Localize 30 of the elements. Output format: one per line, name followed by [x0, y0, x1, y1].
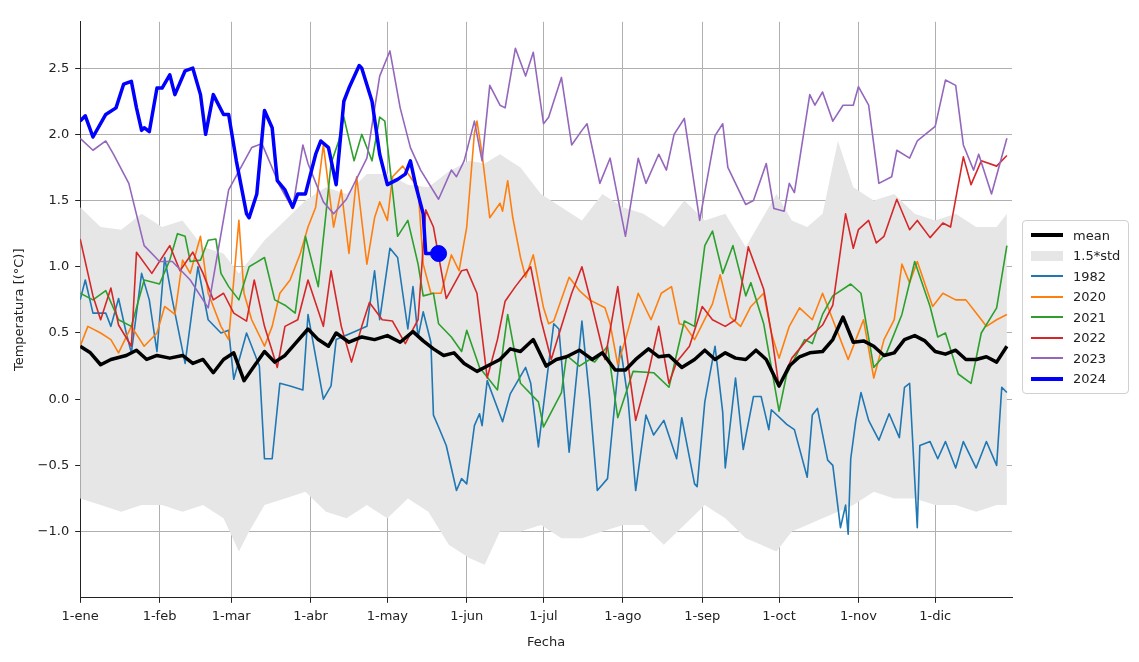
legend-label: 2020 [1073, 289, 1107, 305]
y-tick-label: 0.0 [48, 390, 70, 406]
x-tick-label: 1-ene [61, 607, 99, 623]
legend-label: 2021 [1073, 309, 1107, 325]
y-tick-label: 1.5 [48, 191, 70, 207]
x-tick-label: 1-ago [604, 607, 642, 623]
y-tick-label: 2.5 [48, 59, 70, 75]
y-tick-label: 1.0 [48, 258, 70, 274]
y-tick-label: −1.0 [37, 522, 70, 538]
x-tick-label: 1-mar [211, 607, 252, 623]
x-tick-label: 1-sep [684, 607, 721, 623]
x-tick-label: 1-nov [839, 607, 878, 623]
x-tick-label: 1-dic [919, 607, 952, 623]
y-tick-label: 0.5 [48, 324, 70, 340]
legend-label: 1982 [1073, 268, 1107, 284]
x-tick-label: 1-abr [293, 607, 329, 623]
legend-label: 2023 [1073, 350, 1107, 366]
x-axis-title: Fecha [527, 633, 566, 649]
x-tick-label: 1-may [366, 607, 409, 623]
legend-label: mean [1073, 227, 1110, 243]
legend-label: 1.5*std [1073, 248, 1121, 264]
y-tick-label: 2.0 [48, 125, 70, 141]
legend-label: 2024 [1073, 371, 1107, 387]
x-tick-label: 1-feb [142, 607, 177, 623]
x-tick-label: 1-oct [762, 607, 796, 623]
x-tick-label: 1-jul [529, 607, 558, 623]
legend-label: 2022 [1073, 330, 1107, 346]
x-tick-label: 1-jun [450, 607, 484, 623]
y-axis-title: Temperatura [(°C)] [11, 248, 27, 373]
y-tick-label: −0.5 [37, 456, 70, 472]
